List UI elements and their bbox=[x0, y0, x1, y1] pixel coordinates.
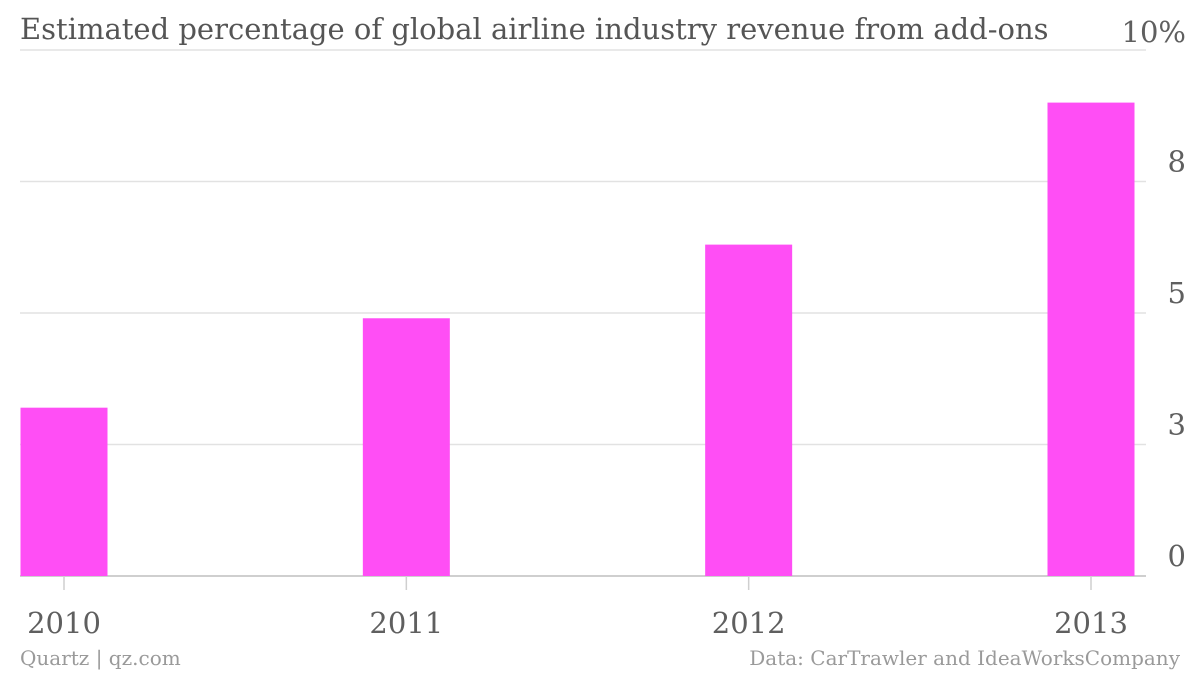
bar-2010 bbox=[20, 407, 108, 576]
credit-text: Quartz | qz.com bbox=[20, 646, 181, 670]
x-tick-label: 2012 bbox=[712, 606, 786, 640]
gridlines bbox=[20, 49, 1146, 577]
y-tick-label: 8 bbox=[1168, 145, 1186, 179]
source-text: Data: CarTrawler and IdeaWorksCompany bbox=[749, 646, 1180, 670]
bar-2013 bbox=[1047, 102, 1135, 576]
x-tick-label: 2011 bbox=[369, 606, 443, 640]
y-tick-label: 0 bbox=[1168, 539, 1186, 573]
chart-title: Estimated percentage of global airline i… bbox=[20, 12, 1049, 46]
y-tick-label: 3 bbox=[1168, 408, 1186, 442]
bars bbox=[20, 102, 1135, 576]
x-tick-label: 2013 bbox=[1054, 606, 1128, 640]
y-tick-label: 5 bbox=[1168, 276, 1186, 310]
bar-2012 bbox=[705, 244, 793, 576]
x-axis: 2010 2011 2012 2013 bbox=[27, 576, 1128, 640]
y-tick-label: 10% bbox=[1122, 15, 1186, 49]
y-axis: 0 3 5 8 10% bbox=[1122, 15, 1186, 573]
x-tick-label: 2010 bbox=[27, 606, 101, 640]
bar-2011 bbox=[362, 318, 450, 576]
